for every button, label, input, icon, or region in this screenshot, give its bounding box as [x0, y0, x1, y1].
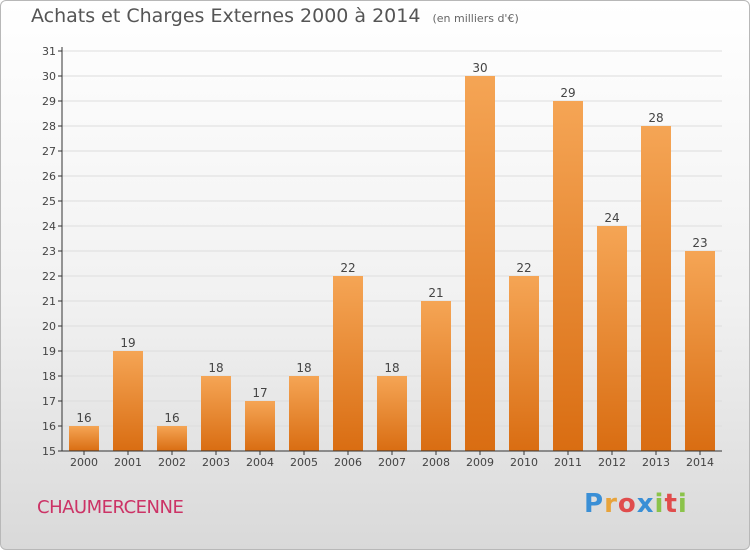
- title-block: Achats et Charges Externes 2000 à 2014 (…: [31, 5, 519, 27]
- y-tick-label: 17: [42, 395, 56, 408]
- y-tick-label: 26: [42, 170, 56, 183]
- logo-letter: P: [584, 489, 605, 519]
- value-label: 30: [472, 61, 487, 75]
- x-tick-label: 2011: [554, 456, 582, 469]
- bar: [113, 351, 143, 451]
- y-tick-label: 19: [42, 345, 56, 358]
- bar: [597, 226, 627, 451]
- y-tick-label: 30: [42, 70, 56, 83]
- value-label: 21: [428, 286, 443, 300]
- y-tick-label: 29: [42, 95, 56, 108]
- logo-letter: o: [617, 489, 637, 519]
- y-tick-label: 28: [42, 120, 56, 133]
- x-tick-label: 2013: [642, 456, 670, 469]
- y-tick-label: 24: [42, 220, 56, 233]
- bar: [157, 426, 187, 451]
- x-tick-label: 2003: [202, 456, 230, 469]
- value-label: 29: [560, 86, 575, 100]
- bar: [685, 251, 715, 451]
- logo-letter: i: [677, 489, 688, 519]
- bar: [465, 76, 495, 451]
- bar: [641, 126, 671, 451]
- value-label: 22: [516, 261, 531, 275]
- bar: [333, 276, 363, 451]
- y-tick-label: 23: [42, 245, 56, 258]
- logo-letter: t: [664, 489, 678, 519]
- x-tick-label: 2012: [598, 456, 626, 469]
- x-tick-label: 2009: [466, 456, 494, 469]
- y-tick-label: 22: [42, 270, 56, 283]
- bar: [421, 301, 451, 451]
- x-tick-label: 2006: [334, 456, 362, 469]
- logo-letter: i: [654, 489, 665, 519]
- value-label: 24: [604, 211, 619, 225]
- bar: [245, 401, 275, 451]
- x-tick-label: 2008: [422, 456, 450, 469]
- y-tick-label: 15: [42, 445, 56, 458]
- y-tick-label: 27: [42, 145, 56, 158]
- y-tick-label: 21: [42, 295, 56, 308]
- bar: [553, 101, 583, 451]
- value-label: 18: [296, 361, 311, 375]
- x-tick-label: 2000: [70, 456, 98, 469]
- value-label: 28: [648, 111, 663, 125]
- value-label: 16: [164, 411, 179, 425]
- bar: [377, 376, 407, 451]
- value-label: 17: [252, 386, 267, 400]
- bar: [509, 276, 539, 451]
- value-label: 18: [384, 361, 399, 375]
- y-tick-label: 20: [42, 320, 56, 333]
- bar: [201, 376, 231, 451]
- x-tick-label: 2014: [686, 456, 714, 469]
- x-tick-label: 2004: [246, 456, 274, 469]
- x-tick-label: 2007: [378, 456, 406, 469]
- y-tick-label: 25: [42, 195, 56, 208]
- x-tick-label: 2002: [158, 456, 186, 469]
- value-label: 23: [692, 236, 707, 250]
- y-tick-label: 31: [42, 45, 56, 58]
- bar: [289, 376, 319, 451]
- logo-letter: x: [636, 489, 655, 519]
- bar: [69, 426, 99, 451]
- y-tick-label: 16: [42, 420, 56, 433]
- x-tick-label: 2001: [114, 456, 142, 469]
- logo-letter: r: [604, 489, 618, 519]
- proxiti-logo: Proxiti: [584, 489, 688, 519]
- value-label: 19: [120, 336, 135, 350]
- x-tick-label: 2005: [290, 456, 318, 469]
- value-label: 18: [208, 361, 223, 375]
- commune-name: CHAUMERCENNE: [37, 497, 184, 518]
- chart-title: Achats et Charges Externes 2000 à 2014: [31, 5, 421, 27]
- value-label: 22: [340, 261, 355, 275]
- chart-subtitle: (en milliers d'€): [432, 12, 519, 25]
- x-tick-label: 2010: [510, 456, 538, 469]
- y-tick-label: 18: [42, 370, 56, 383]
- value-label: 16: [76, 411, 91, 425]
